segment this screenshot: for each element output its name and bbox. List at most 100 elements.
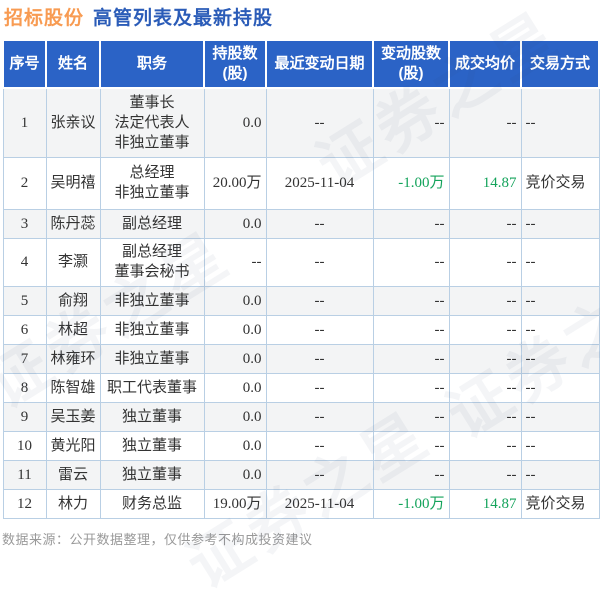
cell-date: -- (265, 208, 374, 239)
cell-method: -- (520, 343, 600, 374)
cell-name: 陈智雄 (45, 372, 101, 403)
table-row: 9 吴玉姜 独立董事 0.0 -- -- -- -- (2, 401, 600, 432)
cell-method: 竞价交易 (520, 156, 600, 210)
cell-name: 张亲议 (45, 87, 101, 158)
cell-price: -- (448, 343, 522, 374)
cell-price: -- (448, 314, 522, 345)
cell-price: -- (448, 285, 522, 316)
cell-date: -- (265, 237, 374, 287)
cell-change: -- (372, 430, 450, 461)
cell-title: 董事长 法定代表人 非独立董事 (99, 87, 205, 158)
cell-price: -- (448, 459, 522, 490)
cell-change: -- (372, 459, 450, 490)
cell-no: 12 (2, 488, 47, 519)
cell-title: 非独立董事 (99, 343, 205, 374)
cell-title: 职工代表董事 (99, 372, 205, 403)
cell-shares: 0.0 (203, 285, 267, 316)
cell-method: -- (520, 285, 600, 316)
table-row: 2 吴明禧 总经理 非独立董事 20.00万 2025-11-04 -1.00万 … (2, 156, 600, 210)
table-row: 5 俞翔 非独立董事 0.0 -- -- -- -- (2, 285, 600, 316)
table-row: 3 陈丹蕊 副总经理 0.0 -- -- -- -- (2, 208, 600, 239)
table-header: 序号 姓名 职务 持股数 (股) 最近变动日期 变动股数 (股) 成交均价 交易方式 (2, 39, 600, 89)
cell-method: -- (520, 314, 600, 345)
table-row: 1 张亲议 董事长 法定代表人 非独立董事 0.0 -- -- -- -- (2, 87, 600, 158)
cell-title: 独立董事 (99, 401, 205, 432)
table-row: 6 林超 非独立董事 0.0 -- -- -- -- (2, 314, 600, 345)
cell-no: 9 (2, 401, 47, 432)
cell-no: 5 (2, 285, 47, 316)
cell-no: 11 (2, 459, 47, 490)
cell-shares: 0.0 (203, 87, 267, 158)
cell-shares: 0.0 (203, 372, 267, 403)
cell-method: -- (520, 237, 600, 287)
cell-price: -- (448, 401, 522, 432)
cell-shares: 0.0 (203, 314, 267, 345)
cell-date: -- (265, 314, 374, 345)
table-row: 10 黄光阳 独立董事 0.0 -- -- -- -- (2, 430, 600, 461)
col-header-shares: 持股数 (股) (203, 39, 267, 89)
cell-price: -- (448, 372, 522, 403)
cell-no: 10 (2, 430, 47, 461)
cell-date: -- (265, 430, 374, 461)
cell-name: 林超 (45, 314, 101, 345)
col-header-price: 成交均价 (448, 39, 522, 89)
cell-title: 副总经理 (99, 208, 205, 239)
cell-date: -- (265, 459, 374, 490)
cell-change: -1.00万 (372, 156, 450, 210)
cell-name: 陈丹蕊 (45, 208, 101, 239)
cell-name: 雷云 (45, 459, 101, 490)
cell-method: -- (520, 87, 600, 158)
cell-method: -- (520, 459, 600, 490)
cell-change: -- (372, 401, 450, 432)
cell-price: -- (448, 208, 522, 239)
col-header-title: 职务 (99, 39, 205, 89)
col-header-date: 最近变动日期 (265, 39, 374, 89)
cell-name: 黄光阳 (45, 430, 101, 461)
cell-shares: 0.0 (203, 208, 267, 239)
page-title: 招标股份 高管列表及最新持股 (0, 0, 600, 39)
table-row: 11 雷云 独立董事 0.0 -- -- -- -- (2, 459, 600, 490)
cell-no: 1 (2, 87, 47, 158)
cell-change: -1.00万 (372, 488, 450, 519)
cell-date: -- (265, 343, 374, 374)
cell-title: 非独立董事 (99, 285, 205, 316)
cell-change: -- (372, 208, 450, 239)
cell-name: 林雍环 (45, 343, 101, 374)
cell-shares: 0.0 (203, 459, 267, 490)
cell-title: 副总经理 董事会秘书 (99, 237, 205, 287)
cell-price: -- (448, 237, 522, 287)
cell-title: 独立董事 (99, 459, 205, 490)
cell-date: -- (265, 401, 374, 432)
cell-change: -- (372, 314, 450, 345)
cell-change: -- (372, 285, 450, 316)
cell-no: 7 (2, 343, 47, 374)
cell-method: 竞价交易 (520, 488, 600, 519)
executives-holdings-table: 序号 姓名 职务 持股数 (股) 最近变动日期 变动股数 (股) 成交均价 交易方式… (2, 39, 600, 519)
cell-change: -- (372, 343, 450, 374)
cell-name: 吴玉姜 (45, 401, 101, 432)
cell-shares: 0.0 (203, 430, 267, 461)
col-header-no: 序号 (2, 39, 47, 89)
cell-date: -- (265, 372, 374, 403)
table-row: 12 林力 财务总监 19.00万 2025-11-04 -1.00万 14.8… (2, 488, 600, 519)
cell-change: -- (372, 237, 450, 287)
page-subtitle: 高管列表及最新持股 (93, 8, 274, 29)
stock-name: 招标股份 (4, 8, 85, 29)
cell-name: 吴明禧 (45, 156, 101, 210)
cell-shares: 0.0 (203, 401, 267, 432)
col-header-method: 交易方式 (520, 39, 600, 89)
cell-price: -- (448, 87, 522, 158)
table-row: 4 李灏 副总经理 董事会秘书 -- -- -- -- -- (2, 237, 600, 287)
header-row: 序号 姓名 职务 持股数 (股) 最近变动日期 变动股数 (股) 成交均价 交易方式 (2, 39, 600, 89)
cell-change: -- (372, 87, 450, 158)
col-header-change: 变动股数 (股) (372, 39, 450, 89)
cell-price: 14.87 (448, 488, 522, 519)
cell-method: -- (520, 401, 600, 432)
cell-shares: 19.00万 (203, 488, 267, 519)
cell-name: 俞翔 (45, 285, 101, 316)
cell-no: 6 (2, 314, 47, 345)
cell-no: 2 (2, 156, 47, 210)
cell-date: -- (265, 87, 374, 158)
cell-date: -- (265, 285, 374, 316)
